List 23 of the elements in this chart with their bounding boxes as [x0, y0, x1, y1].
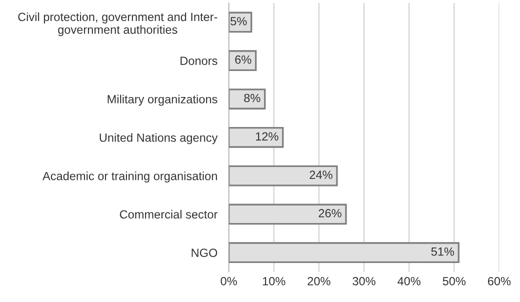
x-tick-label: 50% [442, 276, 466, 286]
bar [228, 88, 266, 110]
data-label: 26% [318, 209, 342, 218]
data-label: 5% [230, 17, 247, 26]
x-tick-label: 30% [352, 276, 376, 286]
y-tick-label: United Nations agency [100, 133, 218, 144]
data-label: 24% [310, 170, 332, 179]
y-tick-label: Donors [180, 56, 218, 66]
y-tick-label: Academic or training organisation [42, 172, 217, 183]
x-tick-label: 20% [308, 276, 330, 286]
data-label: 12% [256, 132, 278, 141]
bar [228, 50, 257, 72]
y-tick-label: Civil protection, government and Inter- government authorities [18, 12, 218, 36]
y-tick-label: NGO [192, 248, 218, 257]
data-label: 8% [244, 94, 260, 102]
x-tick-label: 40% [398, 276, 420, 286]
data-label: 51% [431, 247, 454, 256]
x-tick-label: 0% [220, 276, 237, 286]
x-tick-label: 10% [262, 276, 286, 286]
y-tick-label: Commercial sector [120, 210, 218, 219]
data-label: 6% [235, 55, 252, 64]
x-tick-label: 60% [488, 276, 511, 286]
y-tick-label: Military organizations [108, 94, 218, 106]
